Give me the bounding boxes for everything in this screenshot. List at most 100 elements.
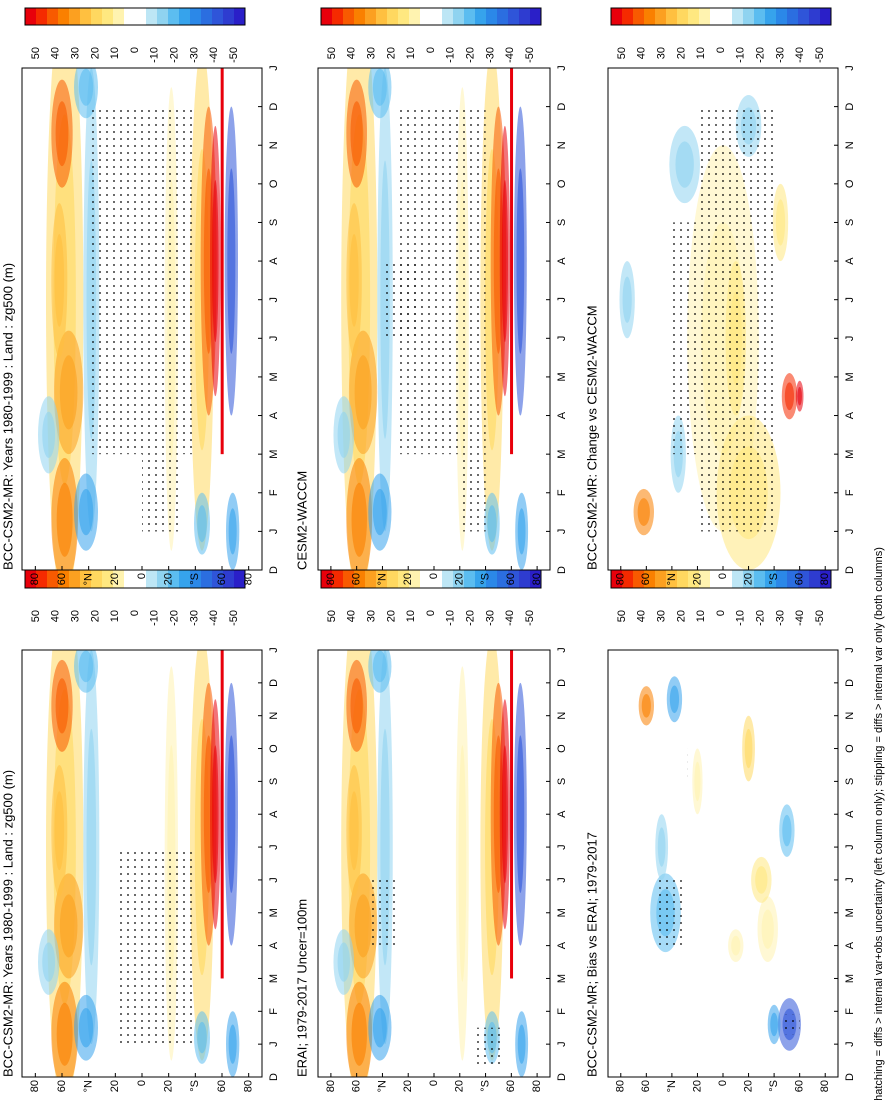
- stippling: [369, 879, 396, 946]
- colorbar-swatch: [354, 8, 366, 25]
- contour-fill: [350, 101, 363, 167]
- colorbar-swatch: [146, 565, 158, 588]
- y-tick-label: 20: [454, 1080, 466, 1092]
- colorbar-label: 20: [89, 610, 101, 622]
- colorbar-label: 50: [30, 47, 42, 59]
- colorbar-swatch: [58, 565, 70, 588]
- x-tick-label: J: [844, 529, 856, 535]
- x-tick-label: J: [268, 1041, 280, 1047]
- colorbar-label: 30: [70, 47, 82, 59]
- y-tick-label: °S: [479, 1080, 491, 1092]
- panel-title: BCC-CSM2-MR: Change vs CESM2-WACCM: [584, 305, 599, 570]
- contour-fill: [372, 1008, 387, 1048]
- colorbar-label: 30: [70, 610, 82, 622]
- x-tick-label: S: [844, 219, 856, 226]
- y-tick-label: °S: [189, 573, 201, 585]
- panel-title: ERAI; 1979-2017 Uncer=100m: [294, 899, 309, 1077]
- colorbar-swatch: [201, 8, 213, 25]
- contour-fill: [228, 508, 237, 555]
- colorbar-swatch: [633, 8, 645, 25]
- y-tick-label: 80: [531, 1080, 543, 1092]
- x-tick-label: J: [556, 1041, 568, 1047]
- x-tick-label: J: [556, 647, 568, 653]
- x-tick-label: O: [844, 744, 856, 753]
- x-tick-label: A: [844, 810, 856, 818]
- stippling: [780, 1014, 800, 1035]
- colorbar-swatch: [644, 8, 656, 25]
- y-tick-label: 80: [243, 573, 255, 585]
- colorbar-swatch: [508, 8, 520, 25]
- x-tick-label: F: [556, 1008, 568, 1015]
- stippling: [656, 879, 685, 946]
- colorbar-swatch: [809, 8, 821, 25]
- colorbar-label: 20: [385, 47, 397, 59]
- y-tick-label: 0: [717, 1080, 729, 1086]
- colorbar-label: -20: [169, 610, 181, 626]
- contour-fill: [220, 68, 224, 455]
- colorbar-label: 50: [326, 47, 338, 59]
- colorbar-label: 40: [50, 47, 62, 59]
- colorbar-swatch: [666, 565, 678, 588]
- x-tick-label: M: [268, 908, 280, 917]
- colorbar-label: 0: [425, 47, 437, 53]
- x-tick-label: M: [268, 450, 280, 459]
- colorbar-swatch: [508, 565, 520, 588]
- contour-fill: [337, 942, 350, 982]
- y-tick-label: 20: [402, 573, 414, 585]
- y-tick-label: 0: [717, 573, 729, 579]
- colorbar-swatch: [157, 8, 169, 25]
- colorbar-label: -50: [814, 47, 826, 63]
- y-tick-label: 80: [819, 1080, 831, 1092]
- colorbar-swatch: [409, 8, 421, 25]
- y-tick-label: 0: [428, 1080, 440, 1086]
- y-tick-label: 80: [29, 1080, 41, 1092]
- colorbar-swatch: [124, 565, 136, 588]
- colorbar-label: -50: [228, 47, 240, 63]
- field: [318, 650, 550, 1077]
- contour-fill: [350, 678, 363, 734]
- y-tick-label: °N: [83, 573, 95, 585]
- contour-fill: [351, 482, 367, 557]
- contour-fill: [784, 382, 795, 411]
- colorbar-swatch: [530, 565, 542, 588]
- x-tick-label: A: [268, 257, 280, 265]
- colorbar-swatch: [519, 565, 531, 588]
- x-tick-label: M: [556, 450, 568, 459]
- contour-fill: [782, 814, 792, 847]
- colorbar-label: 40: [636, 47, 648, 59]
- colorbar-swatch: [102, 8, 114, 25]
- x-tick-label: J: [268, 297, 280, 303]
- x-tick-label: D: [844, 679, 856, 687]
- x-tick-label: D: [268, 1073, 280, 1081]
- panel: BCC-CSM2-MR: Years 1980-1999 : Land : zg…: [0, 564, 280, 1092]
- colorbar-swatch: [332, 565, 344, 588]
- colorbar-label: 30: [366, 610, 378, 622]
- colorbar-swatch: [530, 8, 542, 25]
- contour-fill: [54, 234, 65, 327]
- contour-fill: [694, 761, 701, 802]
- contour-fill: [487, 505, 497, 543]
- field: [608, 68, 838, 570]
- contour-fill: [641, 694, 651, 718]
- stippling: [697, 106, 775, 532]
- colorbar-label: 10: [695, 610, 707, 622]
- contour-fill: [731, 935, 741, 956]
- colorbar-swatch: [699, 565, 711, 588]
- field: [22, 650, 262, 1077]
- panel-title: BCC-CSM2-MR: Years 1980-1999 : Land : zg…: [0, 770, 15, 1077]
- colorbar-swatch: [798, 565, 810, 588]
- x-tick-label: A: [268, 411, 280, 419]
- x-tick-label: J: [844, 647, 856, 653]
- contour-fill: [354, 894, 372, 958]
- x-tick-label: O: [268, 744, 280, 753]
- colorbar-swatch: [677, 565, 689, 588]
- x-tick-label: S: [268, 219, 280, 226]
- colorbar-swatch: [732, 565, 744, 588]
- contour-fill: [744, 728, 753, 769]
- colorbar-swatch: [453, 565, 465, 588]
- x-tick-label: O: [268, 179, 280, 188]
- colorbar-swatch: [168, 565, 180, 588]
- y-tick-label: 80: [243, 1080, 255, 1092]
- colorbar-label: 20: [89, 47, 101, 59]
